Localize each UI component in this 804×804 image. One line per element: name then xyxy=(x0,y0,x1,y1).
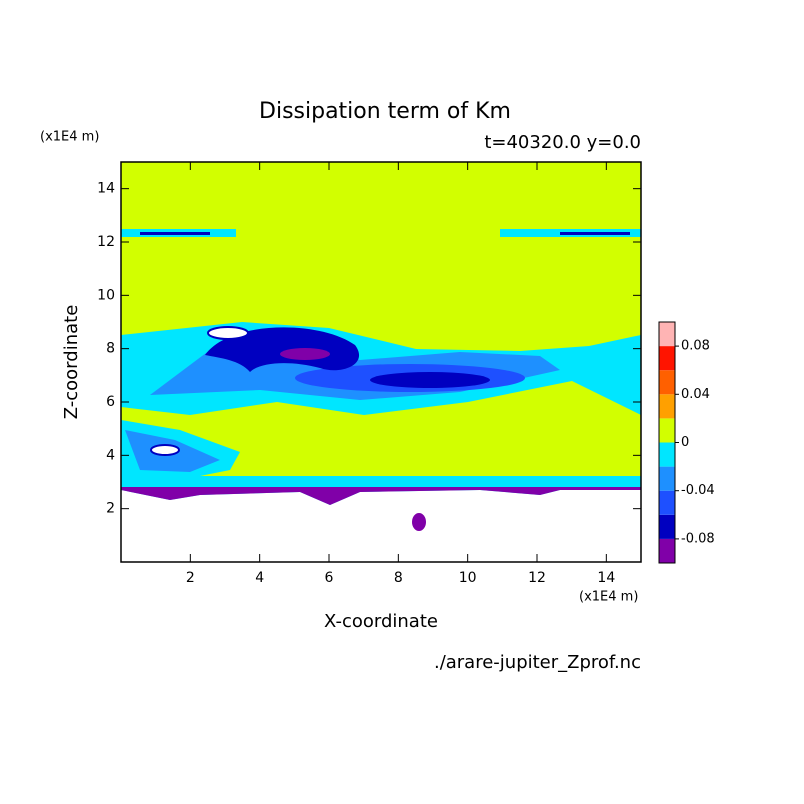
source-label: ./arare-jupiter_Zprof.nc xyxy=(434,652,641,673)
no-data xyxy=(150,444,180,456)
y-tick-label: 4 xyxy=(106,447,115,463)
x-axis-label: X-coordinate xyxy=(324,611,438,632)
contour-region xyxy=(121,487,641,505)
colorbar-bin xyxy=(659,514,675,539)
colorbar-bin xyxy=(659,418,675,443)
y-axis-label: Z-coordinate xyxy=(61,305,82,420)
x-tick-label: 14 xyxy=(597,570,615,586)
colorbar-tick-label: 0 xyxy=(681,435,689,450)
colorbar-bin xyxy=(659,322,675,347)
colorbar-tick-label: 0.08 xyxy=(681,339,710,354)
x-unit: (x1E4 m) xyxy=(579,590,638,605)
colorbar-tick-label: -0.04 xyxy=(681,483,715,498)
y-tick-label: 2 xyxy=(106,501,115,517)
contour-region xyxy=(205,327,360,372)
x-tick-label: 10 xyxy=(459,570,477,586)
contour-region xyxy=(140,232,210,235)
x-tick-label: 8 xyxy=(394,570,403,586)
colorbar-bin xyxy=(659,346,675,371)
x-tick-label: 2 xyxy=(186,570,195,586)
colorbar-bin xyxy=(659,394,675,419)
colorbar-bin xyxy=(659,442,675,467)
colorbar-bin xyxy=(659,490,675,515)
contour-region xyxy=(560,232,630,235)
chart-title: Dissipation term of Km xyxy=(259,99,511,124)
chart-subtitle: t=40320.0 y=0.0 xyxy=(484,132,641,153)
colorbar-bin xyxy=(659,370,675,395)
x-tick-label: 6 xyxy=(325,570,334,586)
colorbar-tick-label: -0.08 xyxy=(681,531,715,546)
x-tick-label: 12 xyxy=(528,570,546,586)
contour-region xyxy=(412,513,426,531)
x-tick-label: 4 xyxy=(255,570,264,586)
contour-region xyxy=(280,348,330,360)
y-tick-label: 10 xyxy=(97,287,115,303)
plot-frame xyxy=(120,161,642,563)
no-data xyxy=(207,326,249,340)
contour-region xyxy=(121,162,641,484)
colorbar-tick-label: 0.04 xyxy=(681,387,710,402)
colorbar-bin xyxy=(659,538,675,563)
contour-field xyxy=(121,162,641,562)
y-unit: (x1E4 m) xyxy=(40,130,99,145)
colorbar-bin xyxy=(659,466,675,491)
y-tick-label: 6 xyxy=(106,394,115,410)
contour-region xyxy=(370,372,490,388)
y-tick-label: 12 xyxy=(97,234,115,250)
y-tick-label: 14 xyxy=(97,181,115,197)
y-tick-label: 8 xyxy=(106,341,115,357)
